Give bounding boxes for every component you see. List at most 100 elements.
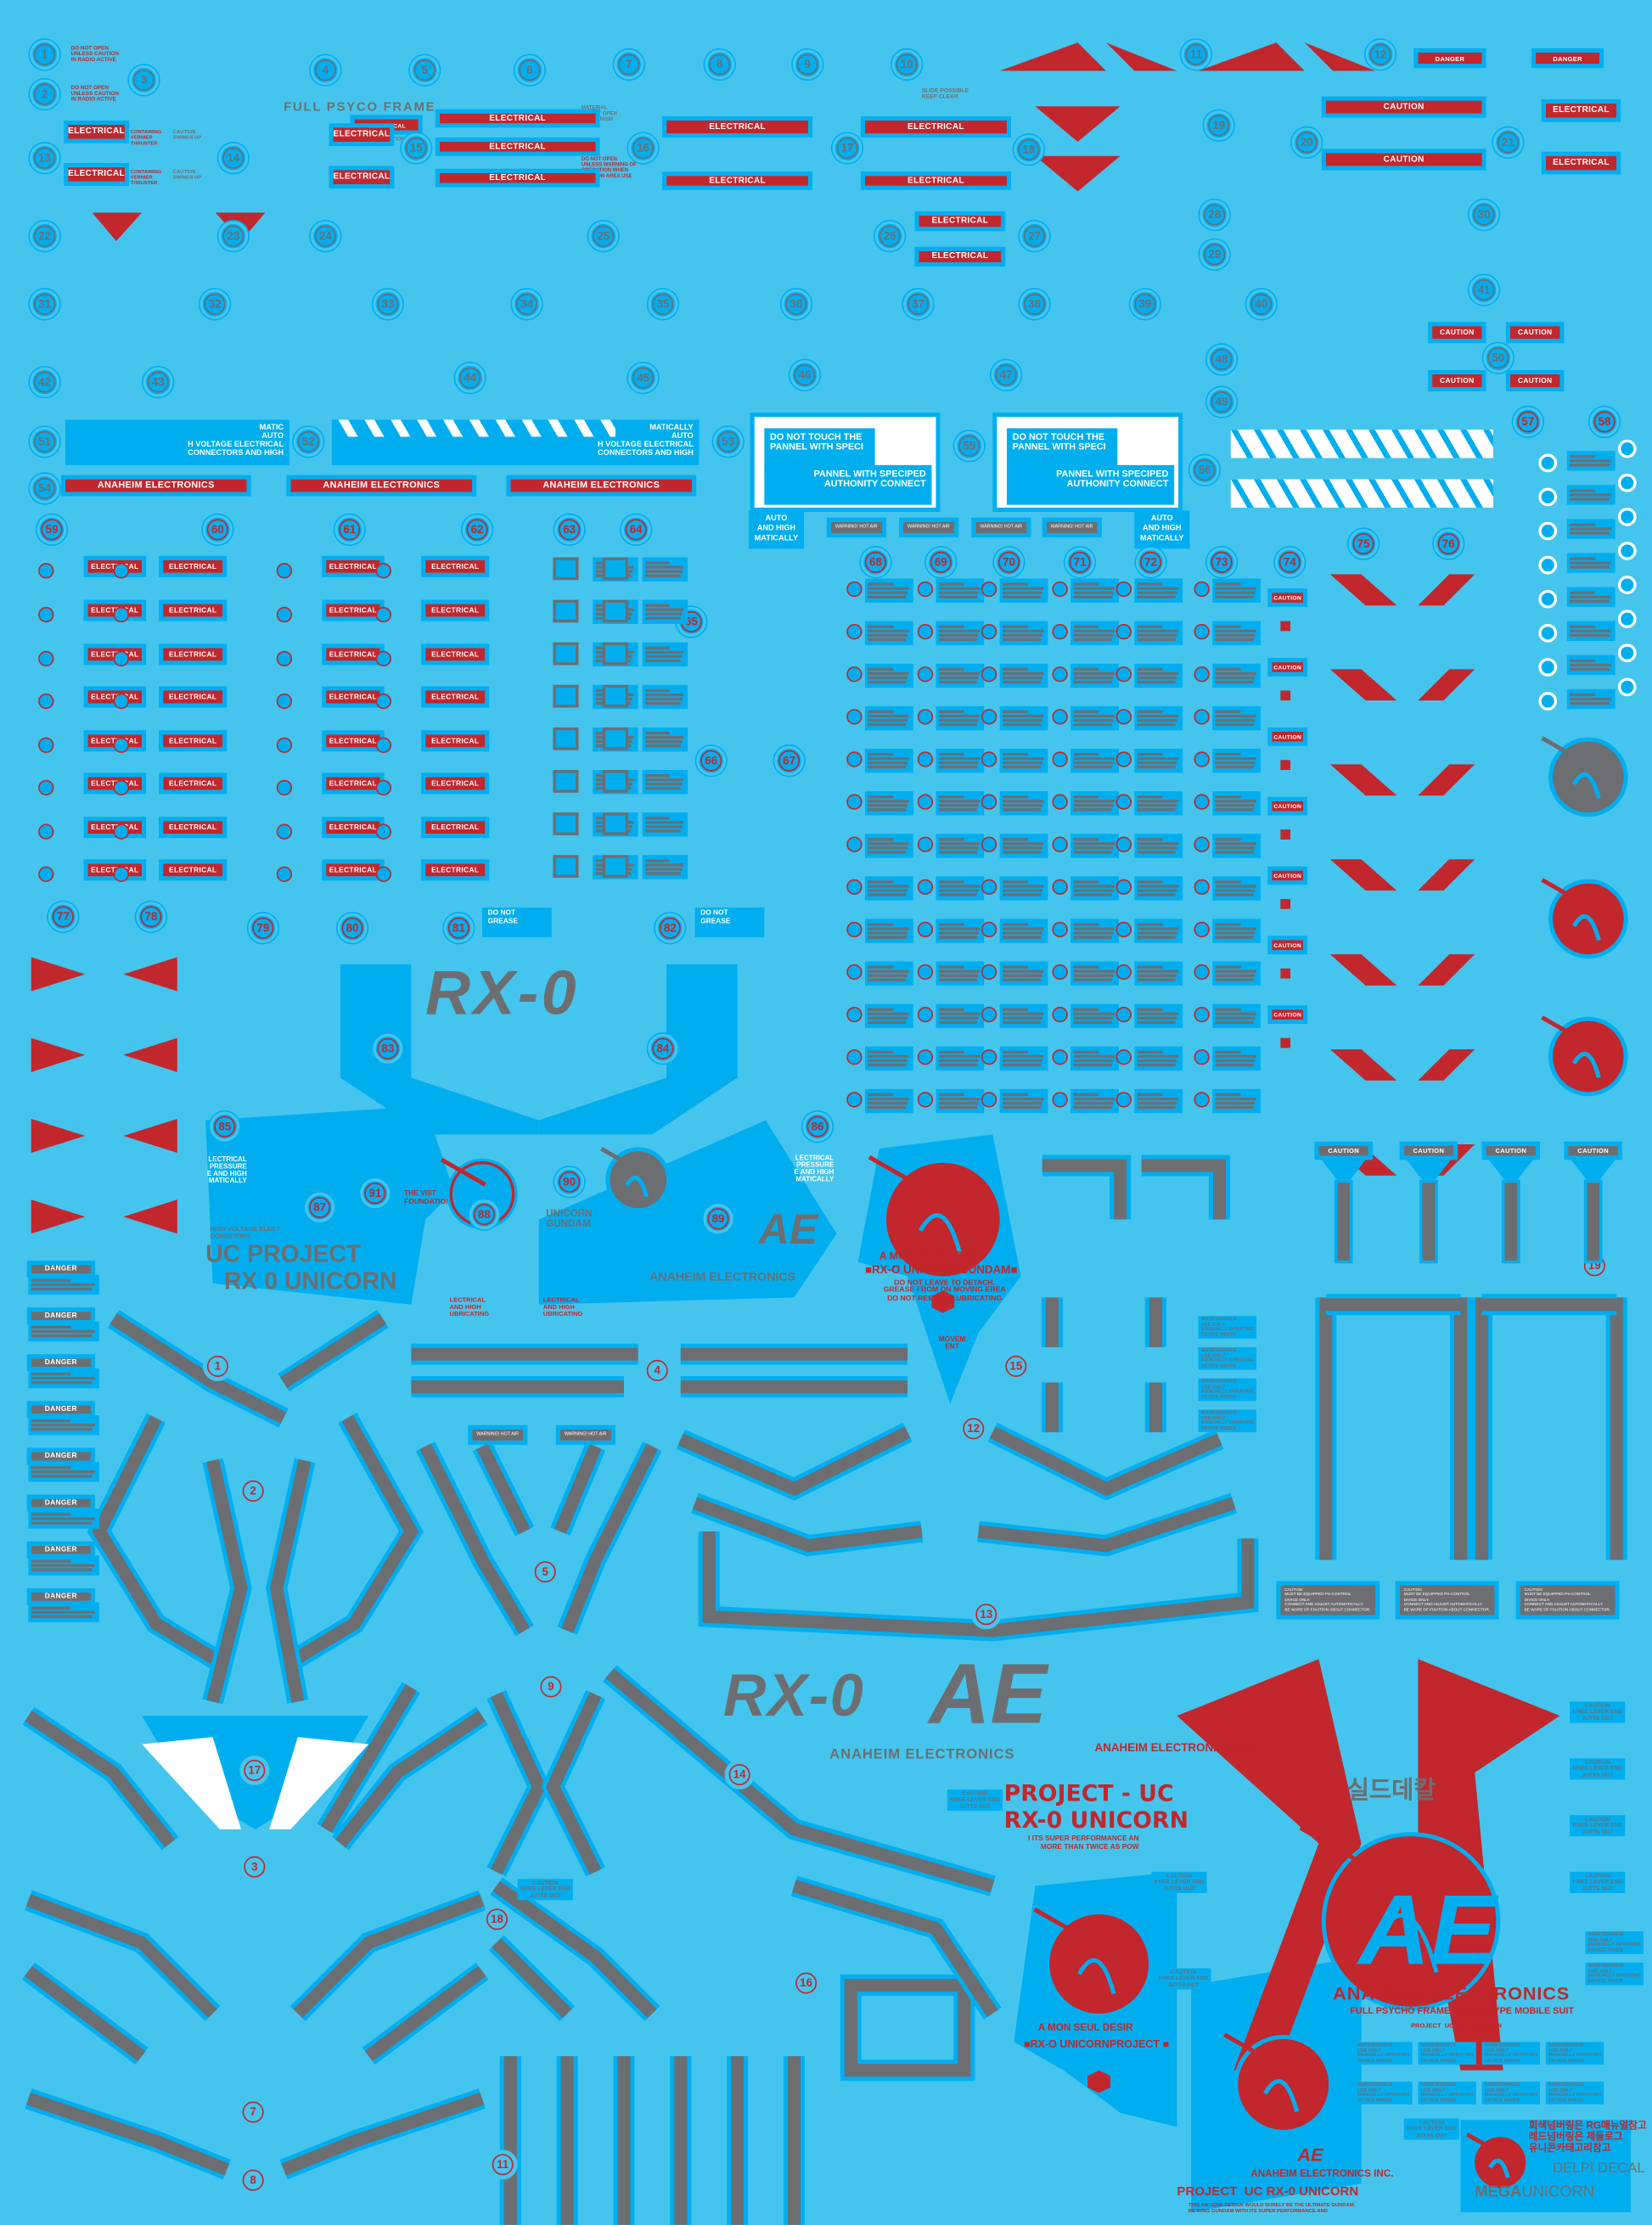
red-ring-icon [113, 563, 130, 579]
decal-number-badge: 48 [1206, 344, 1237, 374]
decal-number: 17 [836, 138, 858, 160]
mon-seul-desir-89: A MON SEUL DESIR [879, 1249, 981, 1262]
antique-design-text: THIS ANTIQUE DESIGN WOULD SURELY BE THE … [1188, 2202, 1356, 2214]
red-ring-icon [981, 1049, 997, 1065]
red-ring-icon [276, 693, 293, 710]
decal-number: 48 [1211, 348, 1233, 370]
electrical-label: ELECTRICAL [421, 730, 490, 752]
part-number-badge: 15 [1001, 1351, 1031, 1381]
decal-number: 34 [516, 293, 538, 315]
small-text-decal [1134, 919, 1183, 943]
red-ring-icon [38, 693, 54, 710]
decal-number-badge: 75 [1348, 529, 1379, 559]
small-text-decal [864, 663, 913, 688]
red-ring-icon [917, 836, 934, 852]
small-text-decal [28, 1462, 99, 1482]
small-text-decal [1134, 578, 1183, 603]
decal-number-badge: 28 [1200, 199, 1230, 230]
panel-55-left-line1: DO NOT TOUCH THE PANNEL WITH SPECI [764, 428, 875, 469]
caution-label: CAUTION [1267, 588, 1308, 607]
red-ring-icon [38, 606, 54, 623]
red-ring-icon [1052, 751, 1068, 767]
red-ring-icon [917, 1092, 934, 1108]
decal-number: 33 [377, 293, 399, 315]
red-ring-icon [1115, 1049, 1132, 1065]
maintenance-label: MAINTENANCE USE ONLY MANUALLY OPRATING D… [1198, 1346, 1257, 1371]
part-number-badge: 7 [238, 2097, 268, 2127]
part-number-badge: 2 [238, 1475, 268, 1506]
panel-square-icon [553, 855, 579, 878]
decal-number-badge: 85 [210, 1111, 240, 1142]
small-text-decal [1212, 1046, 1261, 1070]
frame-decal [792, 1879, 998, 2018]
part-number: 16 [795, 1972, 818, 1994]
electrical-label: ELECTRICAL [421, 599, 490, 621]
maintenance-label: MAINTENANCE USE ONLY MANUALLY OPRATING D… [1545, 2082, 1604, 2105]
caution-knee-label: CAUTION KNEE LEVER END JUTTS OUT [1403, 2118, 1460, 2140]
panel-square-icon [602, 855, 628, 878]
danger-label: DANGER [26, 1354, 95, 1372]
small-text-decal [642, 684, 688, 709]
anaheim-electronics-small: ANAHEIM ELECTRONICS [649, 1269, 796, 1284]
caution-knee-label: CAUTION KNEE LEVER END JUTTS OUT [1570, 1701, 1626, 1723]
white-ring-icon [1617, 439, 1637, 458]
rx0-logo: RX-0 [425, 958, 579, 1029]
decal-number-badge: 42 [30, 367, 60, 397]
decal-number: 70 [997, 551, 1020, 573]
small-text-decal [936, 961, 985, 986]
electrical-label: ELECTRICAL [1541, 151, 1621, 175]
decal-number-badge: 69 [925, 547, 956, 577]
red-ring-icon [38, 650, 54, 667]
red-triangle [1035, 106, 1121, 143]
frame-decal [476, 1443, 531, 1535]
part-number-badge: 5 [530, 1557, 560, 1587]
frame-decal [702, 1531, 1255, 1638]
frame-decal [25, 1894, 217, 2019]
white-ring-icon [1538, 487, 1558, 507]
decal-number: 91 [364, 1183, 386, 1205]
frame-decal [364, 1965, 486, 2062]
decal-backing-panel [340, 964, 539, 1135]
red-diagonal-decal [1418, 1049, 1475, 1081]
hexagon-icon [1087, 2070, 1110, 2093]
frame-decal [553, 1443, 602, 1534]
small-text-decal [999, 1003, 1048, 1028]
decal-number: 57 [1517, 411, 1539, 433]
decal-number-badge: 15 [401, 133, 431, 164]
red-ring-icon [1194, 581, 1210, 598]
caution-knee-label: CAUTION KNEE LEVER END JUTTS OUT [1155, 1968, 1211, 1990]
panel-square-icon [553, 599, 579, 623]
unicorn-horn-icon [1541, 1015, 1593, 1048]
red-ring-icon [846, 666, 863, 683]
caution-label: CAUTION [1267, 866, 1308, 885]
panel-square-icon [602, 557, 628, 581]
maintenance-label: MAINTENANCE USE ONLY MANUALLY OPRATING D… [1481, 2082, 1541, 2105]
red-ring-icon [1194, 794, 1210, 810]
danger-label: DANGER [26, 1260, 95, 1278]
red-ring-icon [276, 737, 293, 753]
small-text-decal [1212, 919, 1261, 943]
rx0-unicorn-text: RX 0 UNICORN [223, 1267, 397, 1295]
decal-number: 11 [1185, 43, 1207, 65]
decal-number-badge: 74 [1274, 547, 1305, 577]
decal-number-badge: 72 [1135, 547, 1166, 577]
decal-number-badge: 77 [48, 902, 78, 932]
panel-55-right-line1: DO NOT TOUCH THE PANNEL WITH SPECI [1006, 428, 1118, 469]
small-text-decal [999, 876, 1048, 901]
small-text-decal [1134, 1003, 1183, 1028]
red-wedge-decal [123, 1118, 177, 1154]
red-square-icon [1280, 968, 1291, 979]
panel-square-icon [602, 770, 628, 793]
decal-number: 59 [41, 519, 63, 541]
warning-hot-air-label: WARNING! HOT AIR [971, 518, 1031, 537]
red-ring-icon [1052, 666, 1068, 683]
red-ring-icon [981, 879, 997, 896]
red-ring-icon [1194, 1092, 1210, 1108]
electrical-label: ELECTRICAL [159, 859, 228, 881]
small-text-decal [1070, 961, 1119, 986]
white-ring-icon [1617, 576, 1637, 594]
red-ring-icon [1052, 921, 1068, 938]
decal-number: 37 [907, 293, 930, 315]
small-text-decal [1566, 553, 1615, 573]
unicorn-head-outline [1571, 1052, 1601, 1079]
